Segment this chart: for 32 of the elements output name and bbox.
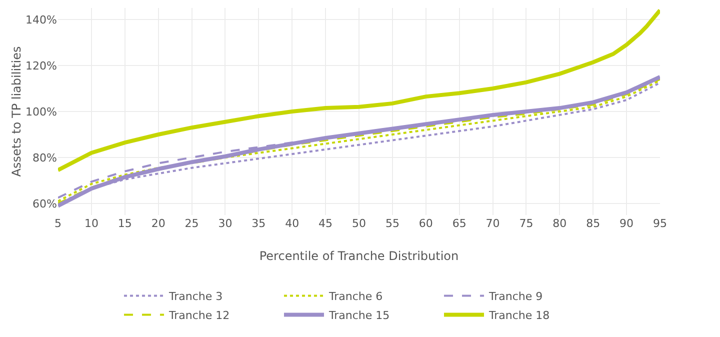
x-tick-label: 20 <box>151 217 166 230</box>
x-tick-label: 75 <box>519 217 534 230</box>
y-tick-label: 80% <box>32 151 57 164</box>
legend-label: Tranche 15 <box>328 309 390 322</box>
x-tick-label: 5 <box>54 217 62 230</box>
x-axis-title: Percentile of Tranche Distribution <box>259 248 459 263</box>
y-tick-label: 100% <box>26 105 57 118</box>
x-tick-label: 70 <box>486 217 500 230</box>
legend-label: Tranche 18 <box>488 309 550 322</box>
x-tick-label: 15 <box>118 217 132 230</box>
x-tick-label: 55 <box>385 217 400 230</box>
x-tick-label: 50 <box>352 217 366 230</box>
legend-label: Tranche 9 <box>488 290 543 304</box>
x-tick-label: 90 <box>620 217 634 230</box>
x-tick-label: 60 <box>418 217 433 230</box>
x-tick-label: 30 <box>218 217 232 230</box>
y-axis-title: Assets to TP liabilities <box>10 46 24 177</box>
x-tick-label: 85 <box>586 217 600 230</box>
x-tick-label: 40 <box>285 217 300 230</box>
y-tick-label: 120% <box>26 59 57 72</box>
x-tick-label: 35 <box>252 217 266 230</box>
legend-label: Tranche 6 <box>328 290 383 304</box>
legend-label: Tranche 12 <box>168 309 230 322</box>
legend-label: Tranche 3 <box>168 290 223 304</box>
x-tick-label: 95 <box>653 217 667 230</box>
y-tick-label: 140% <box>26 13 57 26</box>
x-tick-label: 80 <box>552 217 567 230</box>
x-tick-label: 45 <box>318 217 333 230</box>
x-tick-label: 25 <box>184 217 199 230</box>
y-tick-label: 60% <box>32 197 57 210</box>
x-tick-label: 10 <box>84 217 98 230</box>
x-tick-label: 65 <box>452 217 466 230</box>
